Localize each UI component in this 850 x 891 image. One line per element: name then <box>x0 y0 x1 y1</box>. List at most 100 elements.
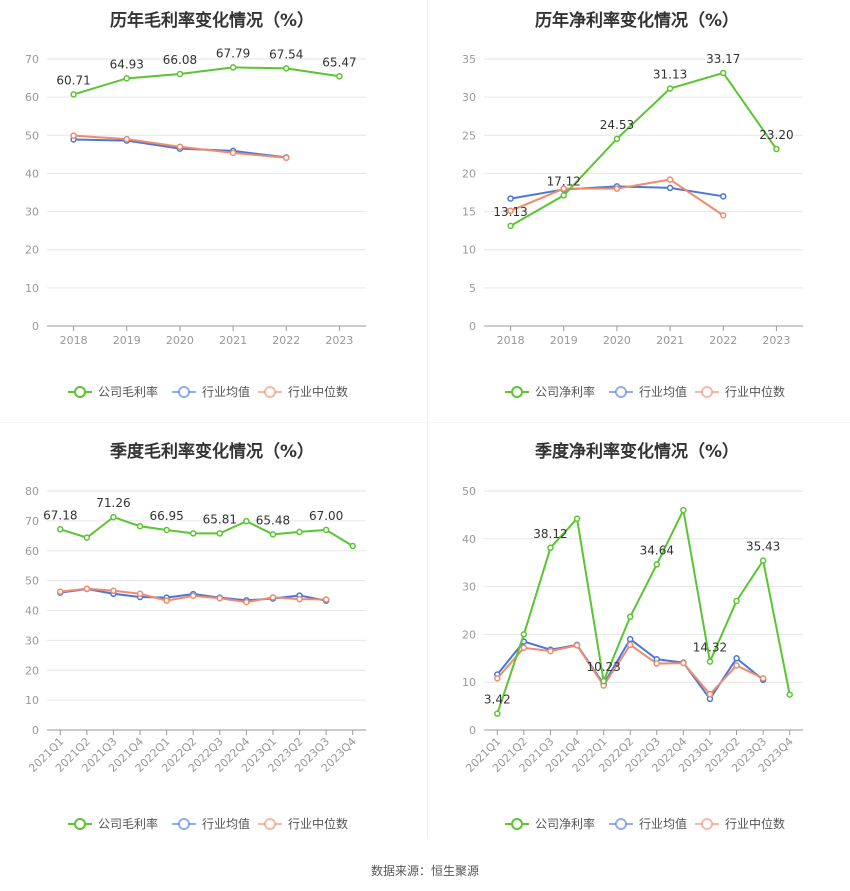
legend-label: 公司净利率 <box>535 816 595 831</box>
legend-item-company: 公司净利率 <box>505 384 595 399</box>
data-point-median <box>296 595 303 603</box>
data-point-median <box>136 590 144 598</box>
data-point-company <box>600 677 607 685</box>
y-tick-label: 50 <box>25 575 39 588</box>
chart-title: 季度净利率变化情况（%） <box>535 441 739 462</box>
chart-title: 历年毛利率变化情况（%） <box>110 10 314 31</box>
data-point-company <box>269 531 277 538</box>
data-point-company <box>322 526 330 534</box>
annual-net-margin-chart: 历年净利率变化情况（%） 0 5 10 15 20 25 30 35 2018 2019 2020 20… <box>425 0 850 432</box>
data-point-median <box>560 185 567 192</box>
legend-label: 行业中位数 <box>288 384 348 399</box>
data-point-median <box>733 662 740 669</box>
data-point-company <box>573 515 581 522</box>
data-point-median <box>680 659 687 667</box>
data-label: 65.47 <box>322 55 356 69</box>
legend-marker <box>74 818 86 830</box>
data-point-median <box>176 143 184 150</box>
y-tick-label: 30 <box>25 206 39 219</box>
data-point-median <box>573 642 581 649</box>
legend-marker <box>74 386 86 398</box>
data-point-company <box>494 710 501 717</box>
legend-label: 行业均值 <box>202 384 250 399</box>
data-point-company <box>243 517 250 525</box>
y-tick-label: 0 <box>469 320 476 333</box>
chart-svg: 季度毛利率变化情况（%）010203040506070802021Q12021Q… <box>25 441 366 831</box>
y-tick-label: 20 <box>25 244 39 257</box>
legend-label: 公司毛利率 <box>98 384 158 399</box>
legend-marker <box>701 386 713 398</box>
data-point-median <box>613 185 621 192</box>
data-point-company <box>336 73 343 80</box>
data-point-median <box>283 154 290 162</box>
data-label: 71.26 <box>96 496 130 510</box>
y-tick-label: 20 <box>462 628 476 641</box>
y-tick-label: 60 <box>25 545 39 558</box>
x-tick-label: 2021 <box>656 334 684 347</box>
y-tick-label: 20 <box>25 664 39 677</box>
data-point-company <box>680 506 687 514</box>
data-point-company <box>83 534 91 541</box>
x-tick-label: 2019 <box>113 334 141 347</box>
legend-marker <box>615 818 627 830</box>
y-tick-label: 0 <box>32 320 39 333</box>
horizontal-divider <box>0 422 850 423</box>
y-tick-label: 30 <box>25 634 39 647</box>
series-line-company <box>73 66 340 96</box>
y-tick-label: 40 <box>25 605 39 618</box>
series-line-company <box>59 515 354 547</box>
data-point-company <box>653 561 661 568</box>
x-tick-label: 2023 <box>762 334 790 347</box>
data-label: 14.32 <box>693 641 727 655</box>
data-point-avg <box>626 635 634 643</box>
legend-label: 行业均值 <box>639 384 687 399</box>
legend-label: 行业中位数 <box>725 816 785 831</box>
data-point-avg <box>666 184 674 192</box>
data-point-median <box>110 587 117 595</box>
y-tick-label: 25 <box>462 129 476 142</box>
legend-item-median: 行业中位数 <box>695 816 785 831</box>
data-label: 13.13 <box>493 205 527 219</box>
data-point-company <box>520 631 528 638</box>
data-label: 24.53 <box>600 118 634 132</box>
data-label: 60.71 <box>56 73 90 87</box>
data-label: 65.81 <box>203 512 237 526</box>
y-tick-label: 10 <box>462 676 476 689</box>
data-point-company <box>283 65 290 72</box>
data-point-company <box>720 69 727 77</box>
data-label: 31.13 <box>653 68 687 82</box>
data-label: 67.00 <box>309 509 343 523</box>
data-point-median <box>720 212 727 219</box>
legend-label: 行业中位数 <box>725 384 785 399</box>
data-point-company <box>613 135 621 143</box>
x-tick-label: 2020 <box>166 334 194 347</box>
data-point-median <box>57 588 64 595</box>
legend-marker <box>264 818 276 830</box>
y-tick-label: 40 <box>462 533 476 546</box>
data-label: 67.54 <box>269 47 303 61</box>
data-point-company <box>759 557 767 564</box>
data-point-company <box>560 192 567 199</box>
data-point-avg <box>507 195 514 202</box>
data-point-median <box>83 585 91 592</box>
data-point-median <box>759 675 767 682</box>
chart-svg: 季度净利率变化情况（%）010203040502021Q12021Q22021Q… <box>462 441 803 831</box>
data-point-median <box>626 641 634 649</box>
data-label: 66.08 <box>163 53 197 67</box>
data-point-median <box>243 598 250 606</box>
data-source-note: 数据来源：恒生聚源 <box>370 864 479 878</box>
data-point-company <box>733 597 740 605</box>
legend-label: 公司净利率 <box>535 384 595 399</box>
data-label: 67.18 <box>43 508 77 522</box>
x-tick-label: 2018 <box>60 334 88 347</box>
chart-svg: 历年净利率变化情况（%） 0 5 10 15 20 25 30 35 2018 2019 2020 20… <box>462 10 803 399</box>
y-tick-label: 60 <box>25 91 39 104</box>
data-point-median <box>322 596 330 603</box>
quarterly-gross-margin-chart: 季度毛利率变化情况（%） 0 10 20 30 40 50 60 70 80 2021Q1 2021Q… <box>0 432 425 864</box>
data-label: 34.64 <box>640 543 674 557</box>
data-label: 23.20 <box>759 128 793 142</box>
y-tick-label: 50 <box>25 129 39 142</box>
legend-marker <box>178 386 190 398</box>
data-point-avg <box>733 655 740 662</box>
data-point-median <box>666 176 674 183</box>
